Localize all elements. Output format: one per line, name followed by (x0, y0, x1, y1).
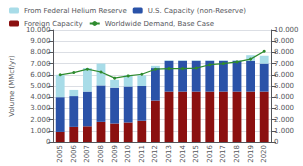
svg-text:5.000: 5.000 (274, 82, 294, 90)
svg-text:2019: 2019 (247, 145, 255, 163)
svg-text:4.000: 4.000 (274, 93, 294, 101)
svg-text:0: 0 (46, 138, 50, 146)
svg-text:2012: 2012 (151, 145, 159, 163)
svg-text:4.000: 4.000 (30, 93, 50, 101)
svg-text:Worldwide Demand, Base Case: Worldwide Demand, Base Case (105, 20, 214, 28)
svg-text:2010: 2010 (124, 145, 132, 163)
svg-text:7.000: 7.000 (274, 60, 294, 68)
svg-text:2007: 2007 (83, 145, 91, 163)
svg-text:2.000: 2.000 (30, 116, 50, 124)
svg-text:2018: 2018 (233, 145, 241, 163)
svg-text:8.000: 8.000 (274, 48, 294, 56)
svg-text:2017: 2017 (219, 145, 227, 163)
svg-text:1.000: 1.000 (274, 127, 294, 135)
svg-text:Foreign Capacity: Foreign Capacity (24, 20, 83, 28)
svg-text:7.000: 7.000 (30, 60, 50, 68)
svg-text:Volume (MMcf/yr): Volume (MMcf/yr) (8, 55, 16, 117)
svg-text:2005: 2005 (56, 145, 64, 163)
svg-text:2009: 2009 (111, 145, 119, 163)
svg-text:9.000: 9.000 (30, 37, 50, 45)
svg-text:8.000: 8.000 (30, 48, 50, 56)
svg-text:6.000: 6.000 (274, 71, 294, 79)
svg-text:2020: 2020 (260, 145, 268, 163)
svg-text:1.000: 1.000 (30, 127, 50, 135)
svg-text:10.000: 10.000 (274, 26, 299, 34)
svg-text:5.000: 5.000 (30, 82, 50, 90)
svg-text:2006: 2006 (70, 144, 78, 162)
svg-text:6.000: 6.000 (30, 71, 50, 79)
svg-text:10.000: 10.000 (25, 26, 51, 34)
svg-text:2016: 2016 (206, 144, 214, 162)
svg-text:2013: 2013 (165, 145, 173, 163)
svg-text:3.000: 3.000 (274, 104, 294, 112)
svg-text:U.S. Capacity (non-Reserve): U.S. Capacity (non-Reserve) (148, 7, 247, 15)
svg-text:0: 0 (274, 138, 278, 146)
svg-text:2.000: 2.000 (274, 116, 294, 124)
svg-text:2014: 2014 (179, 144, 187, 162)
svg-text:2011: 2011 (138, 145, 146, 163)
svg-text:From Federal Helium Reserve: From Federal Helium Reserve (24, 7, 127, 15)
svg-text:2008: 2008 (97, 145, 105, 163)
svg-text:3.000: 3.000 (30, 104, 50, 112)
svg-text:9.000: 9.000 (274, 37, 294, 45)
svg-text:2015: 2015 (192, 145, 200, 163)
